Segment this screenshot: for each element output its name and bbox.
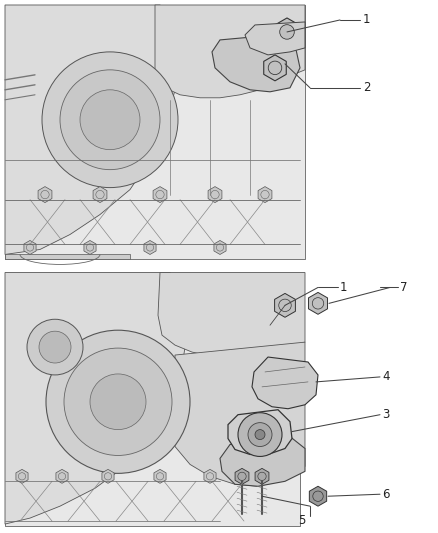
Circle shape (280, 25, 294, 39)
Circle shape (238, 413, 282, 456)
Text: 7: 7 (400, 281, 407, 294)
Circle shape (42, 52, 178, 188)
Polygon shape (212, 35, 300, 92)
Circle shape (258, 472, 266, 480)
Circle shape (39, 331, 71, 363)
Circle shape (26, 244, 34, 251)
Polygon shape (5, 254, 130, 260)
Text: 1: 1 (363, 13, 371, 27)
Text: 2: 2 (363, 82, 371, 94)
Circle shape (156, 190, 164, 199)
Circle shape (313, 491, 323, 502)
Circle shape (64, 348, 172, 456)
Polygon shape (93, 187, 107, 203)
Circle shape (41, 190, 49, 199)
Polygon shape (220, 437, 305, 486)
Circle shape (268, 61, 282, 75)
Polygon shape (275, 293, 295, 317)
Circle shape (90, 374, 146, 430)
Polygon shape (235, 469, 249, 484)
Circle shape (146, 244, 154, 251)
Text: 3: 3 (382, 408, 389, 421)
Circle shape (156, 473, 164, 480)
Polygon shape (255, 469, 269, 484)
Polygon shape (155, 5, 305, 98)
Polygon shape (153, 187, 167, 203)
Polygon shape (309, 486, 327, 506)
Polygon shape (5, 272, 300, 526)
Polygon shape (158, 272, 305, 359)
Circle shape (314, 492, 322, 500)
Polygon shape (38, 187, 52, 203)
Text: 6: 6 (382, 488, 389, 500)
Circle shape (279, 299, 291, 312)
Polygon shape (102, 470, 114, 483)
Circle shape (248, 423, 272, 447)
Polygon shape (245, 22, 305, 55)
Text: 1: 1 (340, 281, 347, 294)
Polygon shape (258, 187, 272, 203)
Polygon shape (214, 240, 226, 254)
Polygon shape (252, 357, 318, 409)
Text: 4: 4 (382, 370, 389, 383)
Polygon shape (5, 5, 180, 254)
Polygon shape (308, 293, 328, 314)
Circle shape (255, 430, 265, 440)
Polygon shape (275, 18, 299, 46)
Polygon shape (175, 342, 305, 486)
Polygon shape (154, 470, 166, 483)
Circle shape (96, 190, 104, 199)
Polygon shape (208, 187, 222, 203)
Polygon shape (144, 240, 156, 254)
Circle shape (261, 190, 269, 199)
Text: 5: 5 (298, 514, 305, 527)
Circle shape (80, 90, 140, 150)
Polygon shape (264, 55, 286, 81)
Circle shape (211, 190, 219, 199)
Circle shape (46, 330, 190, 473)
Circle shape (86, 244, 94, 251)
Polygon shape (228, 410, 292, 455)
Polygon shape (204, 470, 216, 483)
Polygon shape (16, 470, 28, 483)
Circle shape (216, 244, 224, 251)
Polygon shape (24, 240, 36, 254)
Circle shape (58, 473, 66, 480)
Polygon shape (56, 470, 68, 483)
Circle shape (206, 473, 214, 480)
Circle shape (104, 473, 112, 480)
Circle shape (60, 70, 160, 169)
Circle shape (18, 473, 26, 480)
Circle shape (238, 472, 246, 480)
Polygon shape (5, 5, 305, 260)
Polygon shape (84, 240, 96, 254)
Polygon shape (5, 272, 188, 524)
Circle shape (27, 319, 83, 375)
Circle shape (312, 297, 324, 309)
